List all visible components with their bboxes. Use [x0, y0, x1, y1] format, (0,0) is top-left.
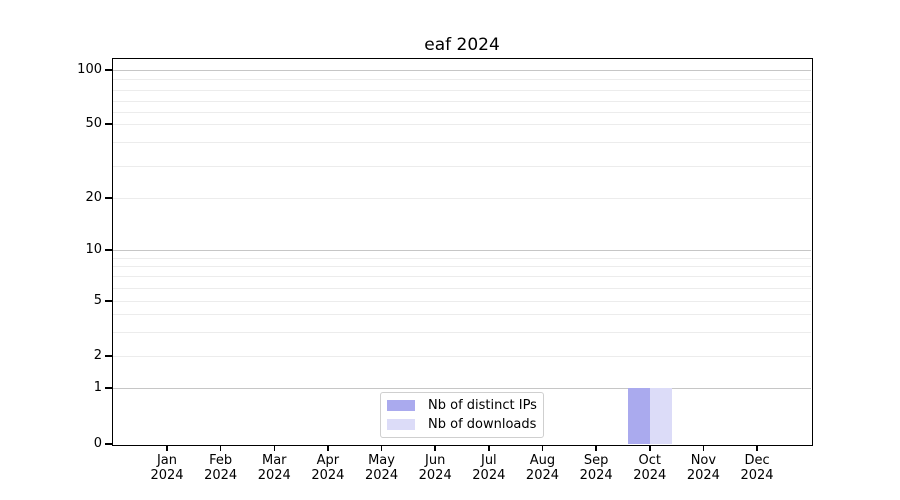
y-tick-mark	[105, 443, 112, 445]
y-tick-label: 20	[85, 190, 102, 205]
bar-downloads-oct-2024	[649, 388, 672, 444]
minor-gridline	[113, 257, 811, 259]
y-tick-label: 5	[93, 293, 102, 308]
minor-gridline	[113, 89, 811, 91]
y-tick-mark	[105, 387, 112, 389]
minor-gridline	[113, 123, 811, 125]
x-tick-label-line: 2024	[418, 468, 452, 483]
legend-label-distinct-ips: Nb of distinct IPs	[428, 398, 537, 414]
x-tick-mark	[702, 445, 705, 451]
x-tick-label-line: 2024	[579, 468, 613, 483]
chart-title: eaf 2024	[424, 35, 500, 55]
x-tick-label-line: Jan	[156, 453, 178, 468]
y-tick-label: 0	[93, 436, 102, 451]
y-tick-label: 1	[93, 380, 102, 395]
legend-label-downloads: Nb of downloads	[428, 416, 537, 432]
x-tick-label-line: Aug	[529, 453, 556, 468]
minor-gridline	[113, 313, 811, 315]
legend-swatch-distinct-ips	[387, 400, 415, 412]
minor-gridline	[113, 78, 811, 80]
x-tick-mark	[649, 445, 651, 451]
x-tick-label: Sep 2024	[566, 453, 626, 483]
y-tick-label: 50	[85, 116, 102, 131]
x-tick-label: Apr 2024	[298, 453, 358, 483]
x-tick-label-line: 2024	[365, 468, 399, 483]
y-tick-mark	[105, 249, 112, 251]
x-tick-label: Jan 2024	[137, 453, 197, 483]
major-gridline	[113, 249, 811, 251]
minor-gridline	[113, 275, 811, 277]
x-tick-mark	[488, 445, 490, 451]
x-tick-mark	[327, 445, 329, 451]
x-tick-label-line: 2024	[686, 468, 720, 483]
y-tick-label: 2	[93, 348, 102, 363]
x-tick-label: Feb 2024	[191, 453, 251, 483]
x-tick-mark	[756, 445, 758, 451]
x-tick-label: Oct 2024	[620, 453, 680, 483]
bar-distinct-ips-oct-2024	[627, 388, 650, 444]
x-tick-label-line: 2024	[311, 468, 345, 483]
x-tick-label-line: Jul	[480, 453, 497, 468]
x-tick-label: May 2024	[352, 453, 412, 483]
x-tick-label-line: 2024	[204, 468, 238, 483]
minor-gridline	[113, 111, 811, 113]
x-tick-label-line: Mar	[262, 453, 287, 468]
x-tick-label: Mar 2024	[244, 453, 304, 483]
minor-gridline	[113, 300, 811, 302]
minor-gridline	[113, 287, 811, 289]
x-tick-mark	[380, 445, 383, 451]
x-tick-label: Aug 2024	[512, 453, 572, 483]
minor-gridline	[113, 141, 811, 143]
y-tick-mark	[105, 69, 112, 71]
x-tick-mark	[434, 445, 436, 451]
minor-gridline	[113, 165, 811, 167]
x-tick-label-line: 2024	[525, 468, 560, 483]
x-tick-label-line: Oct	[638, 453, 661, 468]
major-gridline	[113, 69, 811, 71]
x-tick-label-line: Dec	[744, 453, 770, 468]
minor-gridline	[113, 197, 811, 199]
x-tick-label: Jun 2024	[405, 453, 465, 483]
x-tick-label-line: 2024	[472, 468, 506, 483]
minor-gridline	[113, 355, 811, 357]
x-tick-label-line: Sep	[583, 453, 609, 468]
legend-item-distinct-ips: Nb of distinct IPs	[387, 398, 537, 413]
x-tick-label-line: Feb	[209, 453, 233, 468]
y-tick-label: 100	[77, 62, 102, 77]
y-tick-label: 10	[85, 242, 102, 257]
x-tick-label-line: Apr	[316, 453, 340, 468]
x-tick-mark	[595, 445, 597, 451]
x-tick-label-line: Jun	[425, 453, 446, 468]
x-tick-label-line: 2024	[633, 468, 667, 483]
x-tick-label-line: Nov	[690, 453, 717, 468]
y-tick-mark	[105, 197, 112, 199]
major-gridline	[113, 387, 811, 389]
minor-gridline	[113, 100, 811, 102]
x-tick-label: Jul 2024	[459, 453, 519, 483]
minor-gridline	[113, 265, 811, 267]
x-tick-label-line: 2024	[257, 468, 291, 483]
y-tick-mark	[105, 355, 112, 357]
y-tick-mark	[105, 300, 112, 302]
x-tick-label-line: 2024	[150, 468, 184, 483]
x-tick-label: Nov 2024	[673, 453, 733, 483]
legend: Nb of distinct IPs Nb of downloads	[380, 392, 544, 438]
x-tick-mark	[273, 445, 276, 451]
x-tick-mark	[166, 445, 168, 451]
y-tick-mark	[105, 123, 112, 125]
x-tick-mark	[219, 445, 222, 451]
legend-item-downloads: Nb of downloads	[387, 417, 537, 432]
x-tick-mark	[541, 445, 544, 451]
legend-swatch-downloads	[387, 418, 415, 430]
x-tick-label: Dec 2024	[727, 453, 787, 483]
minor-gridline	[113, 331, 811, 333]
x-tick-label-line: 2024	[740, 468, 774, 483]
x-tick-label-line: May	[368, 453, 395, 468]
